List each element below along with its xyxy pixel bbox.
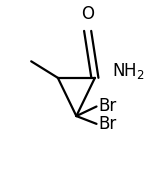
Text: O: O: [81, 5, 94, 23]
Text: NH$_2$: NH$_2$: [112, 61, 144, 81]
Text: Br: Br: [98, 98, 116, 116]
Text: Br: Br: [98, 115, 116, 133]
